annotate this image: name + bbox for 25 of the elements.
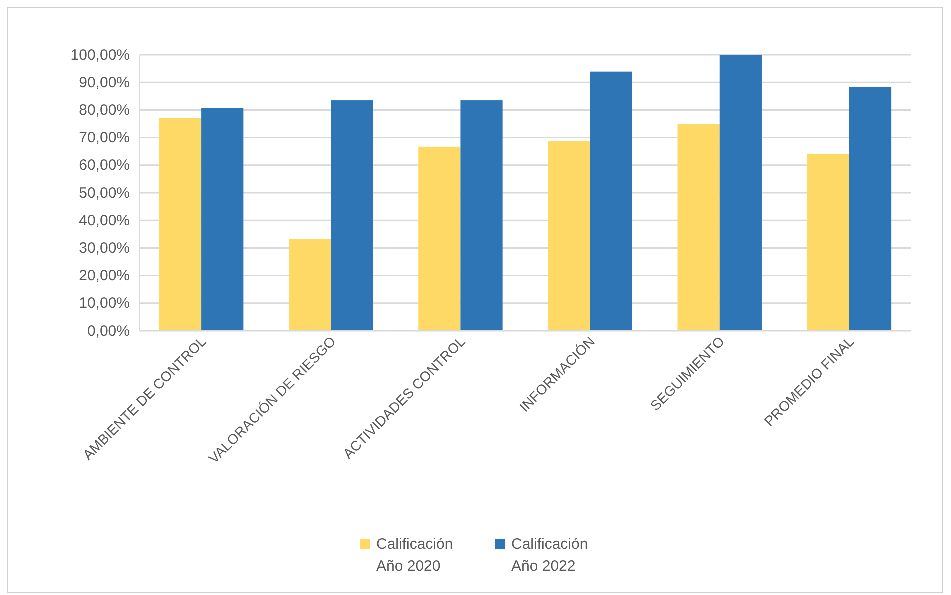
legend-label: Calificación Año 2020	[376, 536, 454, 575]
bar	[159, 118, 202, 331]
y-tick-label: 10,00%	[79, 295, 130, 312]
y-tick-label: 20,00%	[79, 268, 130, 285]
bar	[678, 124, 720, 331]
y-tick-label: 80,00%	[79, 102, 130, 119]
bar	[590, 72, 632, 331]
legend-label: Calificación Año 2022	[512, 536, 588, 575]
bar	[202, 108, 244, 331]
bar	[289, 239, 332, 331]
y-tick-label: 90,00%	[79, 74, 130, 92]
y-tick-label: 100,00%	[70, 46, 130, 64]
bar	[418, 146, 461, 331]
bar	[460, 100, 503, 331]
y-tick-label: 30,00%	[79, 240, 130, 257]
y-tick-label: 70,00%	[79, 130, 130, 147]
y-tick-label: 0,00%	[87, 322, 130, 340]
bar	[331, 100, 374, 331]
bar	[720, 55, 762, 331]
y-tick-label: 60,00%	[79, 157, 130, 174]
y-tick-label: 40,00%	[79, 212, 130, 230]
y-tick-label: 50,00%	[79, 184, 130, 202]
bar	[849, 87, 892, 331]
bar	[548, 141, 590, 331]
bar	[807, 154, 850, 331]
